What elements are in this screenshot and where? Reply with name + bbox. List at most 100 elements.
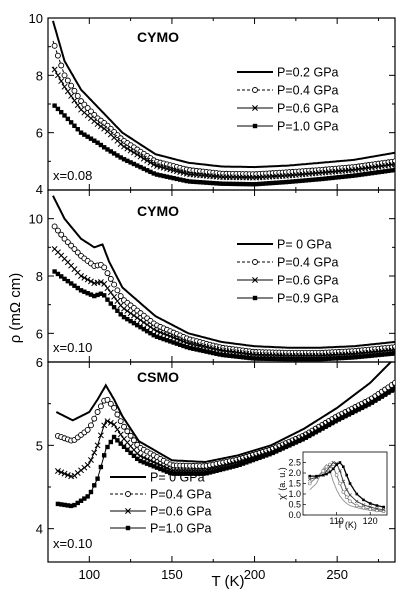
data-point	[147, 159, 154, 166]
data-point	[117, 431, 124, 438]
inset-point	[331, 460, 335, 465]
data-point	[227, 181, 232, 187]
data-point	[277, 180, 282, 185]
data-point	[144, 461, 150, 466]
data-point	[121, 423, 127, 430]
inset-point	[361, 505, 366, 510]
data-point	[346, 173, 351, 179]
data-point	[88, 108, 94, 115]
data-point	[343, 413, 348, 419]
data-point	[111, 404, 118, 411]
data-point	[290, 441, 295, 447]
legend-entry: P= 0 GPa	[237, 238, 332, 252]
inset-point	[345, 473, 348, 477]
data-point	[84, 426, 91, 433]
data-point	[91, 449, 98, 456]
data-point	[101, 280, 108, 287]
inset-point	[381, 508, 386, 512]
data-point	[92, 138, 97, 143]
data-point	[105, 147, 110, 152]
data-point	[144, 328, 150, 334]
data-point	[158, 335, 163, 341]
data-point	[78, 498, 84, 503]
legend-label: P=0.2 GPa	[277, 66, 339, 80]
data-point	[300, 356, 305, 362]
data-point	[55, 106, 61, 112]
data-point	[181, 343, 186, 349]
data-point	[330, 420, 335, 426]
inset-point	[348, 499, 352, 504]
panel-title: CYMO	[137, 203, 179, 219]
data-point	[161, 173, 166, 179]
data-point	[257, 181, 262, 187]
legend-entry: P=0.4 GPa	[237, 84, 339, 98]
data-point	[72, 502, 77, 508]
data-point	[88, 292, 94, 297]
data-point	[85, 494, 90, 499]
data-point	[158, 466, 163, 472]
inset-point	[344, 488, 349, 492]
series	[55, 386, 395, 509]
series	[51, 40, 395, 178]
data-point	[293, 356, 299, 362]
data-point	[386, 351, 391, 357]
data-point	[181, 178, 186, 183]
legend-entry: P=0.9 GPa	[237, 292, 339, 306]
data-point	[135, 163, 140, 168]
data-point	[234, 181, 239, 187]
data-point	[118, 155, 123, 160]
data-point	[310, 356, 315, 362]
legend-marker	[125, 491, 131, 497]
data-point	[75, 127, 80, 132]
series	[51, 223, 395, 356]
data-point	[217, 181, 223, 186]
data-point	[237, 462, 242, 467]
data-point	[254, 181, 259, 187]
data-point	[287, 179, 292, 185]
data-point	[68, 242, 75, 249]
data-point	[105, 444, 110, 450]
data-point	[220, 181, 226, 186]
data-point	[376, 170, 381, 175]
data-point	[127, 432, 134, 439]
data-point	[392, 161, 395, 168]
inset-point	[355, 492, 359, 496]
data-point	[94, 409, 101, 415]
data-point	[51, 223, 58, 230]
data-point	[82, 496, 87, 501]
data-point	[171, 175, 176, 181]
data-point	[204, 180, 209, 185]
data-point	[95, 292, 100, 298]
data-point	[392, 379, 395, 386]
data-point	[323, 176, 328, 181]
data-point	[104, 396, 111, 403]
data-point	[98, 291, 104, 296]
data-point	[94, 442, 101, 449]
inset-x-tick-label: 110	[329, 516, 343, 526]
y-tick-label: 8	[36, 68, 43, 83]
data-point	[293, 179, 299, 184]
legend-marker	[252, 277, 258, 283]
data-point	[85, 134, 90, 139]
data-point	[386, 168, 391, 174]
data-point	[108, 149, 113, 154]
data-point	[59, 502, 64, 507]
data-point	[135, 322, 140, 328]
data-point	[71, 87, 78, 94]
data-point	[151, 464, 156, 469]
data-point	[201, 348, 206, 354]
data-point	[135, 456, 140, 462]
data-point	[75, 285, 80, 291]
legend-entry: P=0.2 GPa	[237, 66, 339, 80]
legend-label: P=1.0 GPa	[150, 522, 212, 536]
data-point	[54, 468, 61, 474]
data-point	[270, 180, 275, 186]
data-point	[61, 470, 68, 477]
data-point	[326, 356, 332, 361]
data-point	[125, 158, 130, 164]
data-point	[118, 312, 123, 317]
data-point	[184, 344, 189, 350]
legend-entry: P= 0 GPa	[110, 471, 205, 485]
legend-entry: P=0.4 GPa	[110, 488, 212, 502]
data-point	[151, 171, 156, 176]
